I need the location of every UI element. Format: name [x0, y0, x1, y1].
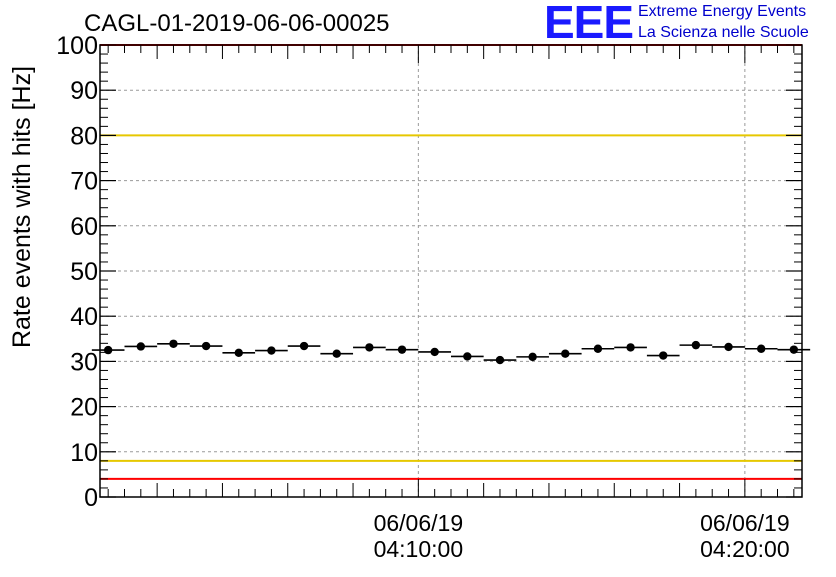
data-point — [430, 347, 439, 357]
data-point — [528, 352, 537, 362]
y-tick-label: 30 — [70, 348, 98, 376]
data-point — [593, 344, 603, 353]
x-tick-label-time: 04:20:00 — [700, 536, 790, 562]
data-point — [201, 341, 211, 351]
data-point — [626, 343, 635, 352]
tick-labels: 010203040506070809010006/06/1904:10:0006… — [56, 32, 789, 562]
data-point — [691, 340, 701, 350]
data-point — [724, 342, 733, 352]
y-axis-label: Rate events with hits [Hz] — [8, 66, 36, 348]
reference-lines — [100, 44, 802, 480]
data-point — [561, 349, 570, 358]
y-tick-label: 50 — [70, 258, 98, 286]
run-title: CAGL-01-2019-06-06-00025 — [84, 10, 390, 37]
y-tick-label: 40 — [70, 303, 98, 331]
data-point — [756, 344, 766, 353]
data-point — [234, 348, 243, 358]
data-point — [136, 342, 146, 351]
data-point — [332, 349, 341, 358]
data-point — [267, 346, 276, 355]
data-point — [103, 345, 113, 355]
grid-layer — [100, 45, 802, 497]
data-point — [495, 355, 505, 365]
data-point — [169, 339, 178, 348]
y-tick-label: 100 — [56, 32, 98, 60]
data-point — [397, 345, 407, 354]
logo-line1: Extreme Energy Events — [638, 3, 807, 20]
data-point — [463, 352, 472, 361]
axis-ticks — [100, 44, 802, 498]
y-tick-label: 0 — [84, 484, 98, 512]
y-tick-label: 70 — [70, 168, 98, 196]
data-point — [365, 343, 374, 352]
logo-line2: La Scienza nelle Scuole — [638, 24, 809, 41]
y-tick-label: 80 — [70, 122, 98, 150]
y-tick-label: 60 — [70, 213, 98, 241]
y-tick-label: 10 — [70, 439, 98, 467]
x-tick-label-time: 04:10:00 — [374, 536, 464, 562]
x-tick-label-date: 06/06/19 — [700, 510, 790, 536]
data-point — [299, 341, 309, 351]
data-series — [91, 339, 811, 365]
data-point — [789, 345, 799, 354]
y-tick-label: 90 — [70, 77, 98, 105]
logo-mark: EEE — [544, 0, 634, 48]
data-point — [659, 351, 668, 360]
y-tick-label: 20 — [70, 394, 98, 422]
eee-logo: EEE Extreme Energy Events La Scienza nel… — [544, 0, 834, 48]
x-tick-label-date: 06/06/19 — [374, 510, 464, 536]
